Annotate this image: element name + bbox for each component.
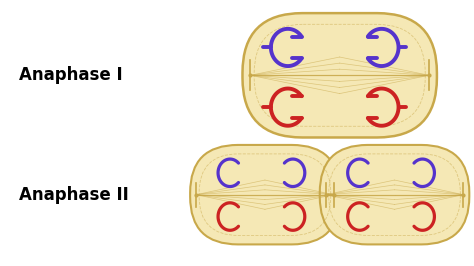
Text: Anaphase II: Anaphase II <box>18 186 128 204</box>
FancyBboxPatch shape <box>243 13 437 138</box>
FancyBboxPatch shape <box>320 145 469 244</box>
FancyBboxPatch shape <box>190 145 340 244</box>
Text: Anaphase I: Anaphase I <box>18 66 122 84</box>
